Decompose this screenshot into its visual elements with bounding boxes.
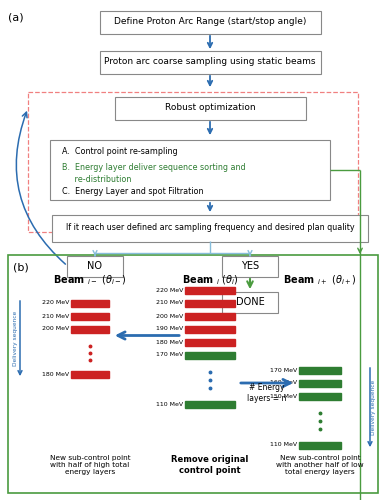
- Bar: [71, 312, 109, 320]
- Text: 180 MeV: 180 MeV: [42, 372, 69, 376]
- Text: DONE: DONE: [236, 297, 264, 307]
- FancyBboxPatch shape: [67, 256, 123, 276]
- Text: 170 MeV: 170 MeV: [156, 352, 183, 358]
- Bar: [185, 286, 235, 294]
- Bar: [299, 442, 341, 448]
- Bar: [185, 312, 235, 320]
- Text: New sub-control point
with another half of low
total energy layers: New sub-control point with another half …: [276, 455, 364, 475]
- Bar: [299, 380, 341, 386]
- FancyBboxPatch shape: [222, 292, 278, 312]
- Text: 150 MeV: 150 MeV: [270, 394, 297, 398]
- Text: 170 MeV: 170 MeV: [270, 368, 297, 372]
- Bar: [71, 370, 109, 378]
- Text: NO: NO: [88, 261, 102, 271]
- FancyBboxPatch shape: [99, 10, 320, 34]
- Text: (b): (b): [13, 263, 29, 273]
- FancyBboxPatch shape: [114, 96, 305, 120]
- Bar: [299, 366, 341, 374]
- FancyBboxPatch shape: [222, 256, 278, 276]
- FancyBboxPatch shape: [52, 214, 368, 242]
- Text: If it reach user defined arc sampling frequency and desired plan quality: If it reach user defined arc sampling fr…: [66, 224, 354, 232]
- Text: 220 MeV: 220 MeV: [156, 288, 183, 292]
- Text: re-distribution: re-distribution: [62, 174, 132, 184]
- Bar: [28, 92, 358, 232]
- Text: (a): (a): [8, 12, 24, 22]
- Text: Proton arc coarse sampling using static beams: Proton arc coarse sampling using static …: [104, 58, 316, 66]
- Bar: [185, 352, 235, 358]
- FancyBboxPatch shape: [99, 50, 320, 74]
- Text: 180 MeV: 180 MeV: [156, 340, 183, 344]
- Text: Delivery sequence: Delivery sequence: [14, 311, 19, 366]
- Bar: [185, 326, 235, 332]
- Text: 110 MeV: 110 MeV: [270, 442, 297, 448]
- Bar: [185, 338, 235, 345]
- Text: Beam $_{i-}$ $(\theta_{i-})$: Beam $_{i-}$ $(\theta_{i-})$: [53, 273, 127, 286]
- Bar: [71, 326, 109, 332]
- Text: 220 MeV: 220 MeV: [42, 300, 69, 306]
- Text: 210 MeV: 210 MeV: [156, 300, 183, 306]
- Text: 190 MeV: 190 MeV: [156, 326, 183, 332]
- Text: New sub-control point
with half of high total
energy layers: New sub-control point with half of high …: [50, 455, 130, 475]
- Text: # Energy
layers = n: # Energy layers = n: [247, 384, 287, 402]
- Text: B.  Energy layer deliver sequence sorting and: B. Energy layer deliver sequence sorting…: [62, 162, 246, 172]
- Text: Beam $_{i}$ $(\theta_{i})$: Beam $_{i}$ $(\theta_{i})$: [182, 273, 238, 286]
- Text: Define Proton Arc Range (start/stop angle): Define Proton Arc Range (start/stop angl…: [114, 18, 306, 26]
- Text: 200 MeV: 200 MeV: [42, 326, 69, 332]
- Text: Delivery sequence: Delivery sequence: [371, 380, 376, 435]
- Text: 200 MeV: 200 MeV: [156, 314, 183, 318]
- Bar: [8, 255, 378, 493]
- Bar: [299, 392, 341, 400]
- FancyArrowPatch shape: [16, 112, 66, 264]
- Bar: [185, 400, 235, 407]
- Text: YES: YES: [241, 261, 259, 271]
- Text: 160 MeV: 160 MeV: [270, 380, 297, 386]
- Text: Robust optimization: Robust optimization: [165, 104, 255, 112]
- Text: A.  Control point re-sampling: A. Control point re-sampling: [62, 148, 178, 156]
- Text: C.  Energy Layer and spot Filtration: C. Energy Layer and spot Filtration: [62, 188, 203, 196]
- Bar: [71, 300, 109, 306]
- Text: Remove original
control point: Remove original control point: [171, 456, 249, 474]
- Bar: [50, 140, 330, 200]
- Text: 210 MeV: 210 MeV: [42, 314, 69, 318]
- Bar: [185, 300, 235, 306]
- Text: 110 MeV: 110 MeV: [156, 402, 183, 406]
- Text: Beam $_{i+}$ $(\theta_{i+})$: Beam $_{i+}$ $(\theta_{i+})$: [283, 273, 357, 286]
